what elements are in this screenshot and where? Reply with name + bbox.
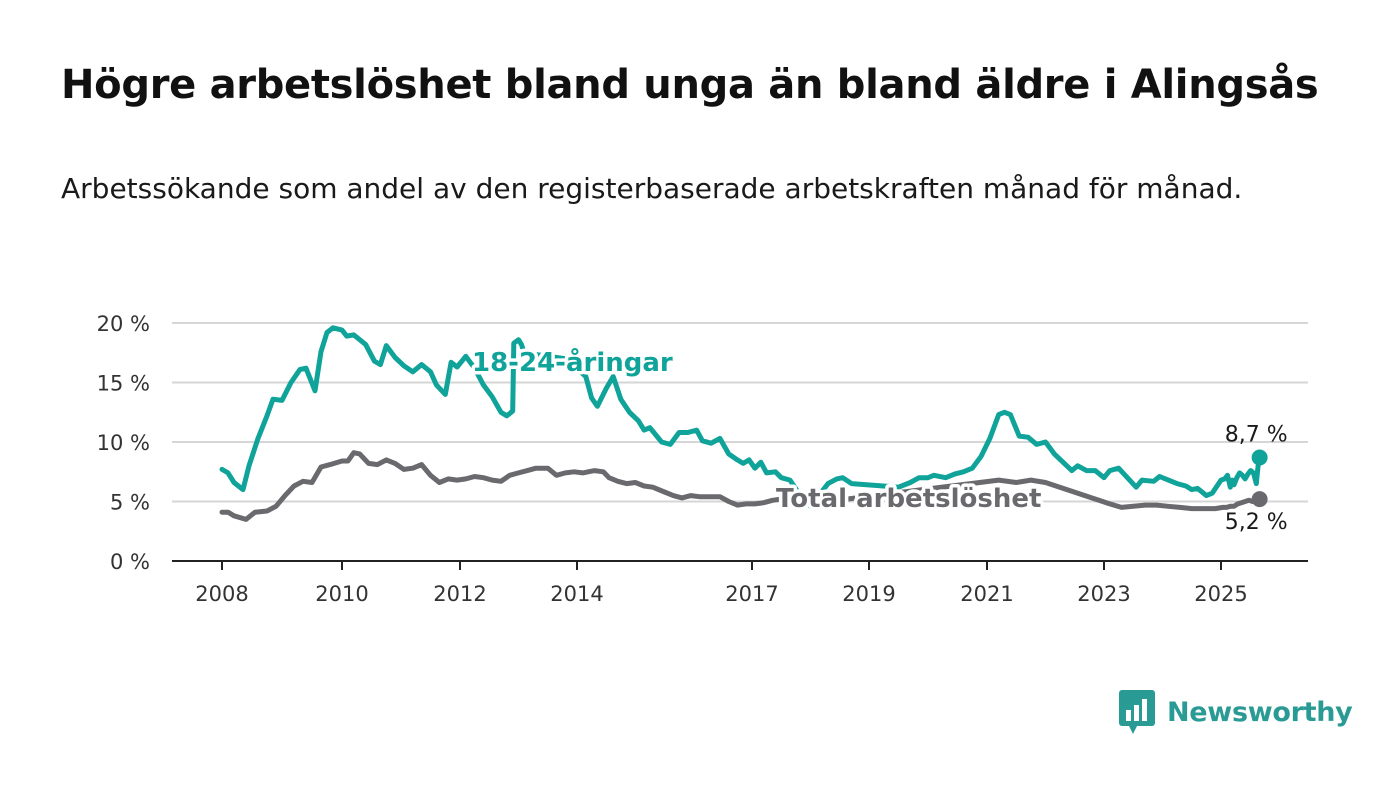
x-tick-label: 2008: [195, 582, 248, 606]
x-tick-label: 2010: [315, 582, 368, 606]
series-line: [219, 450, 1263, 522]
x-tick-label: 2025: [1194, 582, 1247, 606]
x-axis: 2008 2010 2012 2014 2017 2019 2021 2023 2025: [172, 560, 1308, 606]
gridlines: [172, 322, 1308, 503]
series-labels: 18-24-åringar Total arbetslöshet 8,7 % 5,2 …: [469, 343, 1288, 536]
series-end-point: [1251, 449, 1268, 466]
series-lines: [219, 325, 1268, 522]
series-end-point: [1251, 491, 1268, 508]
newsworthy-logo[interactable]: Newsworthy: [1119, 690, 1353, 734]
y-axis-ticks: 0 % 5 % 10 % 15 % 20 %: [97, 312, 150, 574]
end-value-label: 5,2 %: [1225, 510, 1288, 535]
chart-subtitle: Arbetssökande som andel av den registerb…: [61, 172, 1243, 205]
end-value-label: 8,7 %: [1225, 422, 1288, 447]
chart-title: Högre arbetslöshet bland unga än bland ä…: [61, 62, 1319, 108]
y-tick-label: 0 %: [110, 550, 150, 574]
x-tick-label: 2021: [960, 582, 1013, 606]
x-tick-label: 2019: [842, 582, 895, 606]
bar-chart-icon: [1119, 690, 1155, 734]
x-tick-label: 2012: [433, 582, 486, 606]
x-tick-label: 2014: [550, 582, 603, 606]
x-tick-label: 2023: [1077, 582, 1130, 606]
y-tick-label: 15 %: [97, 372, 150, 396]
series-line: [219, 325, 1263, 509]
brand-name: Newsworthy: [1167, 696, 1353, 728]
y-tick-label: 10 %: [97, 431, 150, 455]
y-tick-label: 20 %: [97, 312, 150, 336]
series-name-label: Total arbetslöshet: [776, 484, 1041, 514]
series-name-label: 18-24-åringar: [472, 346, 673, 378]
x-tick-label: 2017: [725, 582, 778, 606]
y-tick-label: 5 %: [110, 491, 150, 515]
